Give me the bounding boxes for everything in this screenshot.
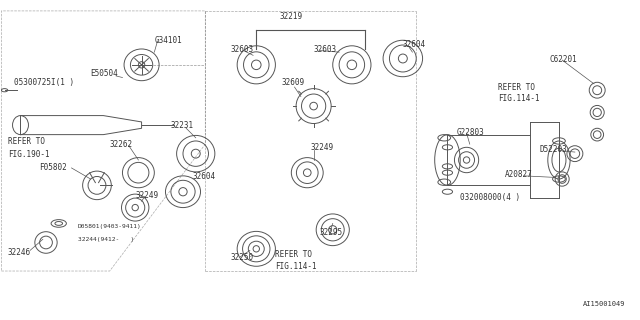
Text: A20827: A20827	[505, 171, 532, 180]
Text: 32609: 32609	[282, 78, 305, 87]
Text: 32603: 32603	[231, 45, 254, 54]
Text: REFER TO: REFER TO	[499, 83, 536, 92]
Text: FIG.114-1: FIG.114-1	[499, 94, 540, 103]
Text: G34101: G34101	[154, 36, 182, 44]
Text: 32295: 32295	[320, 228, 343, 236]
Text: AI15001049: AI15001049	[584, 301, 626, 307]
Text: D52203: D52203	[540, 145, 568, 154]
Text: G22803: G22803	[457, 128, 484, 137]
Text: 32219: 32219	[280, 12, 303, 21]
Text: 32244(9412-   ): 32244(9412- )	[78, 237, 134, 242]
Text: 32249: 32249	[310, 143, 333, 153]
Text: REFER TO: REFER TO	[275, 250, 312, 259]
Text: REFER TO: REFER TO	[8, 137, 45, 146]
Text: E50504: E50504	[91, 69, 118, 78]
Text: 32249: 32249	[135, 191, 158, 200]
Text: 32262: 32262	[109, 140, 133, 149]
Text: 32603: 32603	[314, 45, 337, 54]
Text: 32231: 32231	[170, 121, 193, 130]
Text: 32250: 32250	[231, 253, 254, 262]
Text: 32604: 32604	[193, 172, 216, 181]
Text: FIG.190-1: FIG.190-1	[8, 150, 49, 159]
Text: FIG.114-1: FIG.114-1	[275, 262, 317, 271]
Text: D05801(9403-9411): D05801(9403-9411)	[78, 224, 141, 229]
Text: 05300725I(1 ): 05300725I(1 )	[14, 78, 74, 87]
Text: 032008000(4 ): 032008000(4 )	[460, 193, 520, 202]
Text: 32246: 32246	[8, 248, 31, 257]
Text: F05802: F05802	[40, 163, 67, 172]
Text: C62201: C62201	[549, 55, 577, 64]
Text: 32604: 32604	[403, 40, 426, 49]
